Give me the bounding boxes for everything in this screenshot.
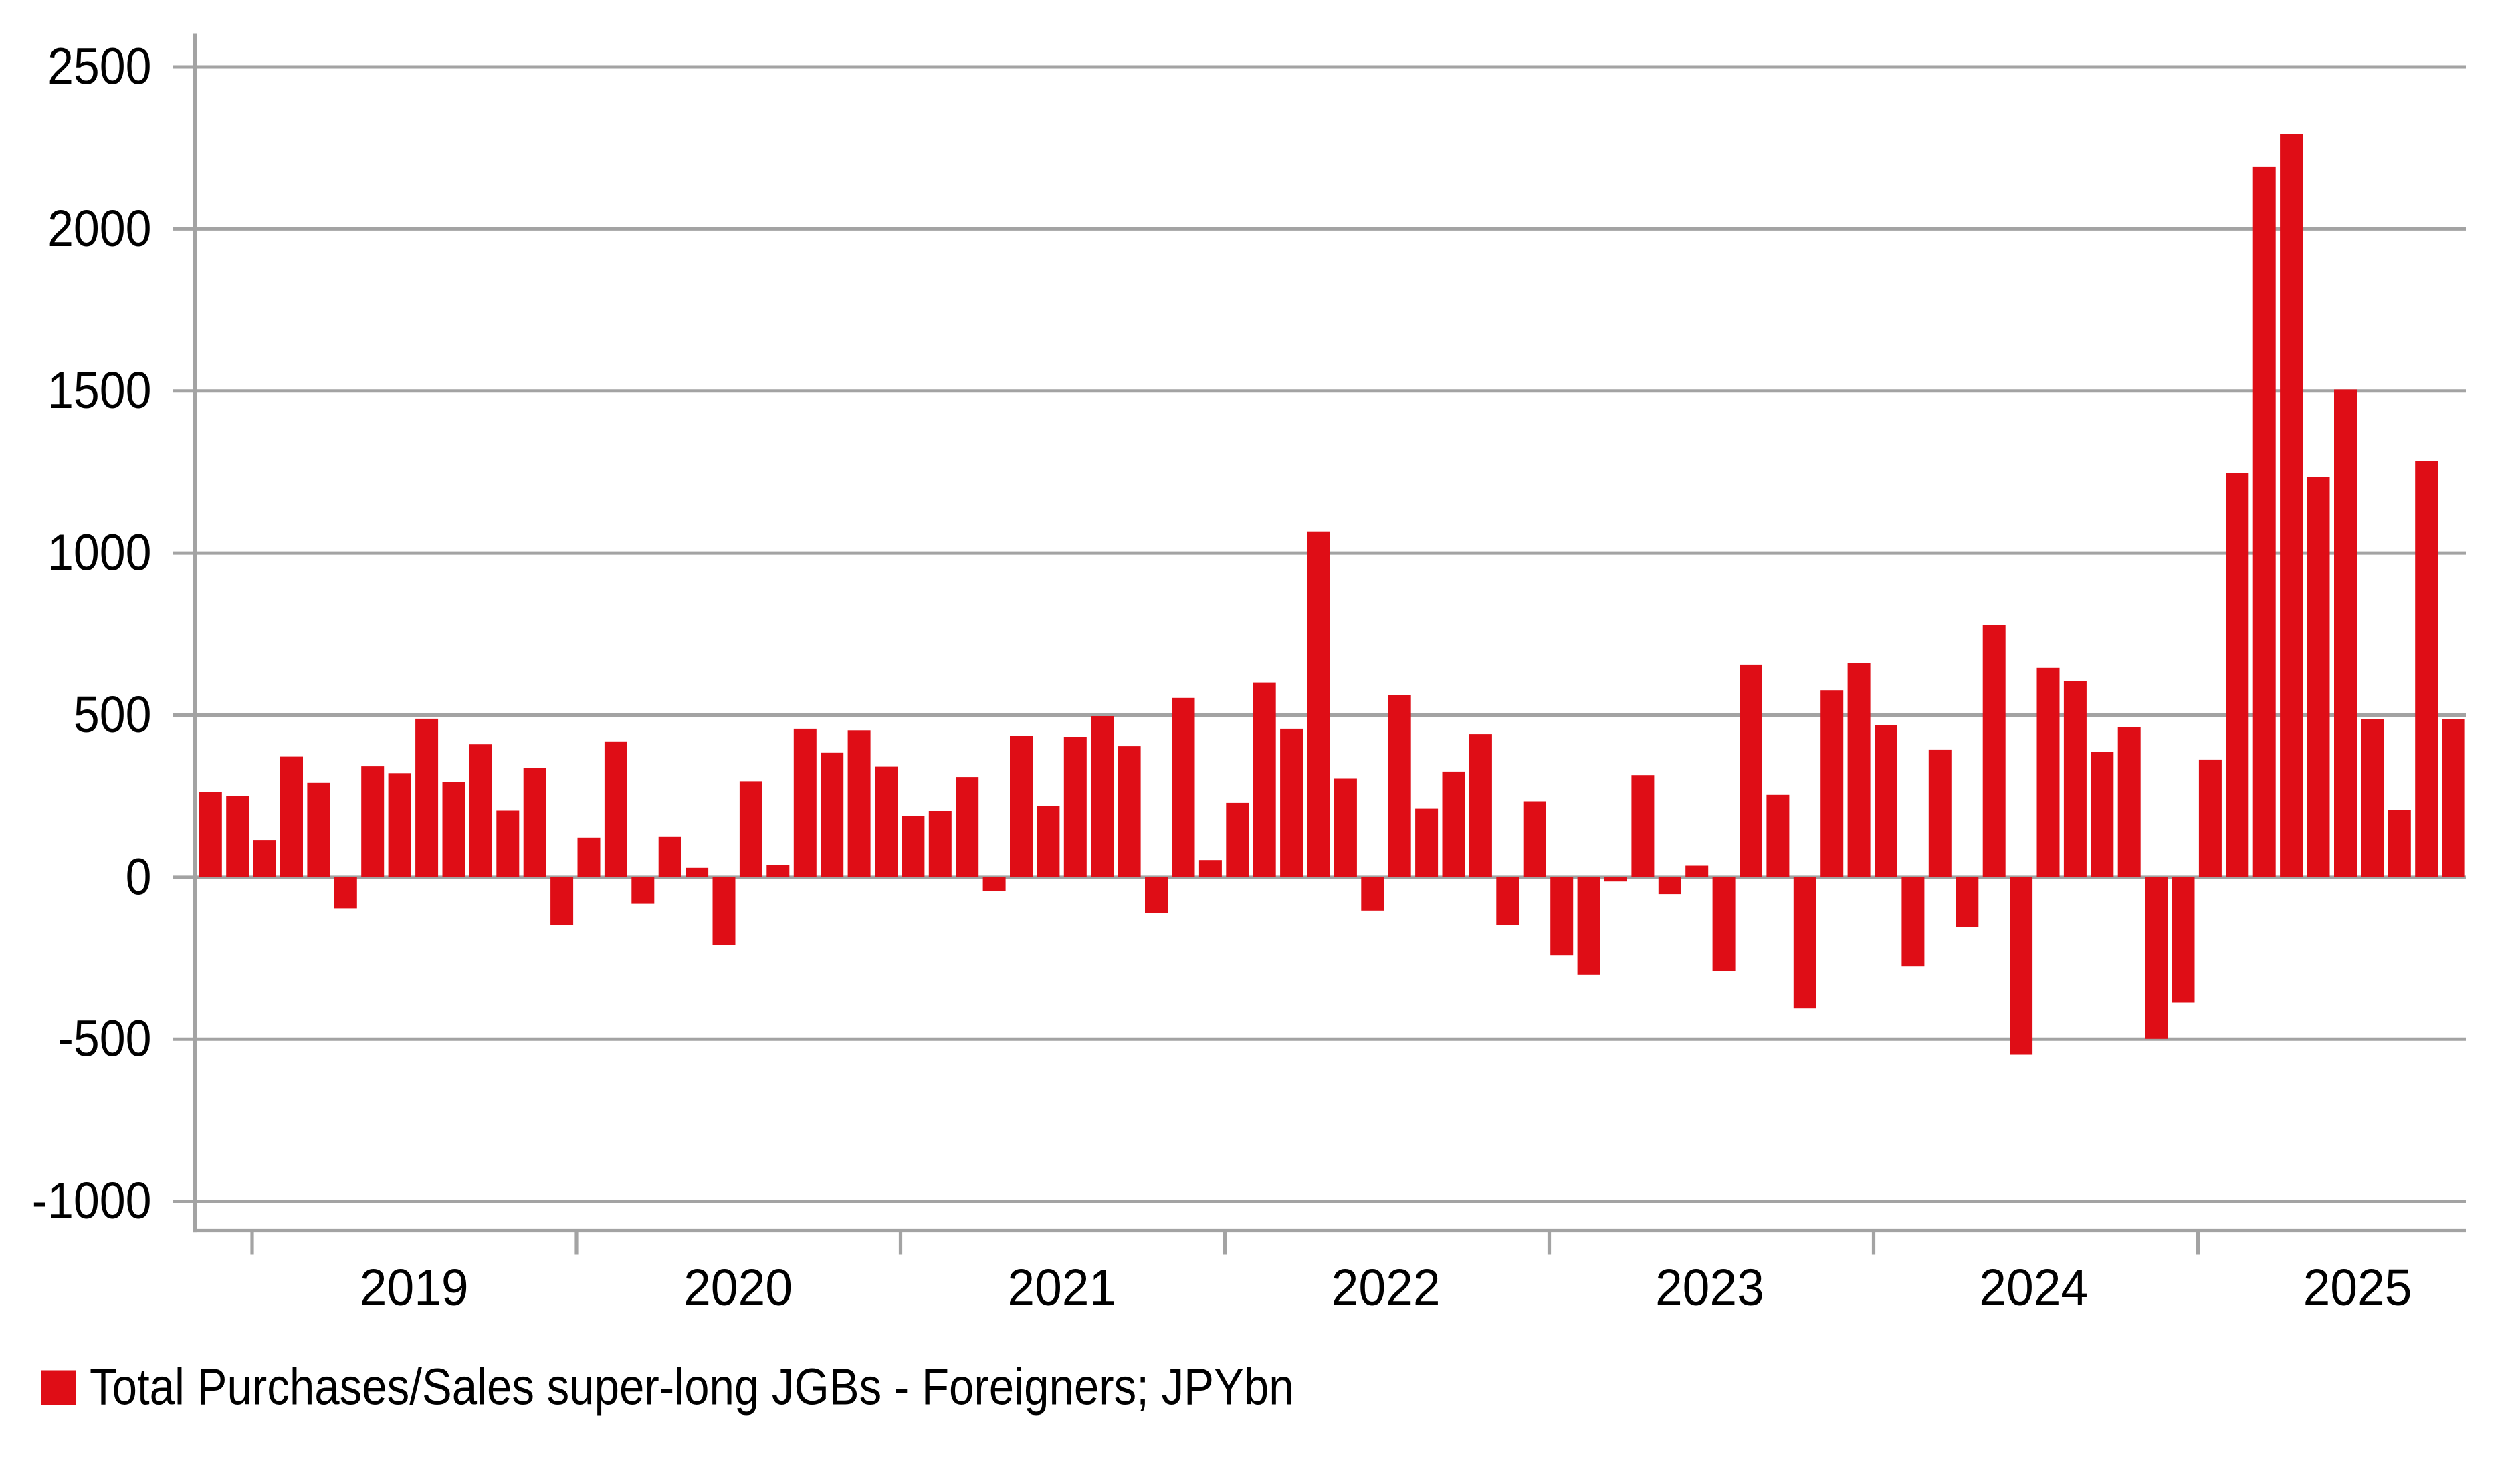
svg-text:-500: -500: [58, 1010, 152, 1068]
svg-text:1000: 1000: [47, 523, 151, 581]
svg-text:2000: 2000: [47, 199, 151, 257]
svg-text:-1000: -1000: [32, 1171, 152, 1230]
svg-text:2021: 2021: [1007, 1258, 1116, 1316]
svg-text:500: 500: [74, 685, 152, 744]
svg-text:2025: 2025: [2303, 1258, 2412, 1316]
svg-text:2500: 2500: [47, 37, 151, 95]
svg-text:2022: 2022: [1332, 1258, 1441, 1316]
svg-text:1500: 1500: [47, 361, 151, 419]
svg-text:0: 0: [126, 847, 152, 905]
svg-text:2019: 2019: [360, 1258, 469, 1316]
svg-text:2024: 2024: [1979, 1258, 2088, 1316]
svg-text:Total Purchases/Sales super-lo: Total Purchases/Sales super-long JGBs - …: [90, 1359, 1294, 1416]
svg-text:2023: 2023: [1655, 1258, 1764, 1316]
svg-text:2020: 2020: [684, 1258, 793, 1316]
